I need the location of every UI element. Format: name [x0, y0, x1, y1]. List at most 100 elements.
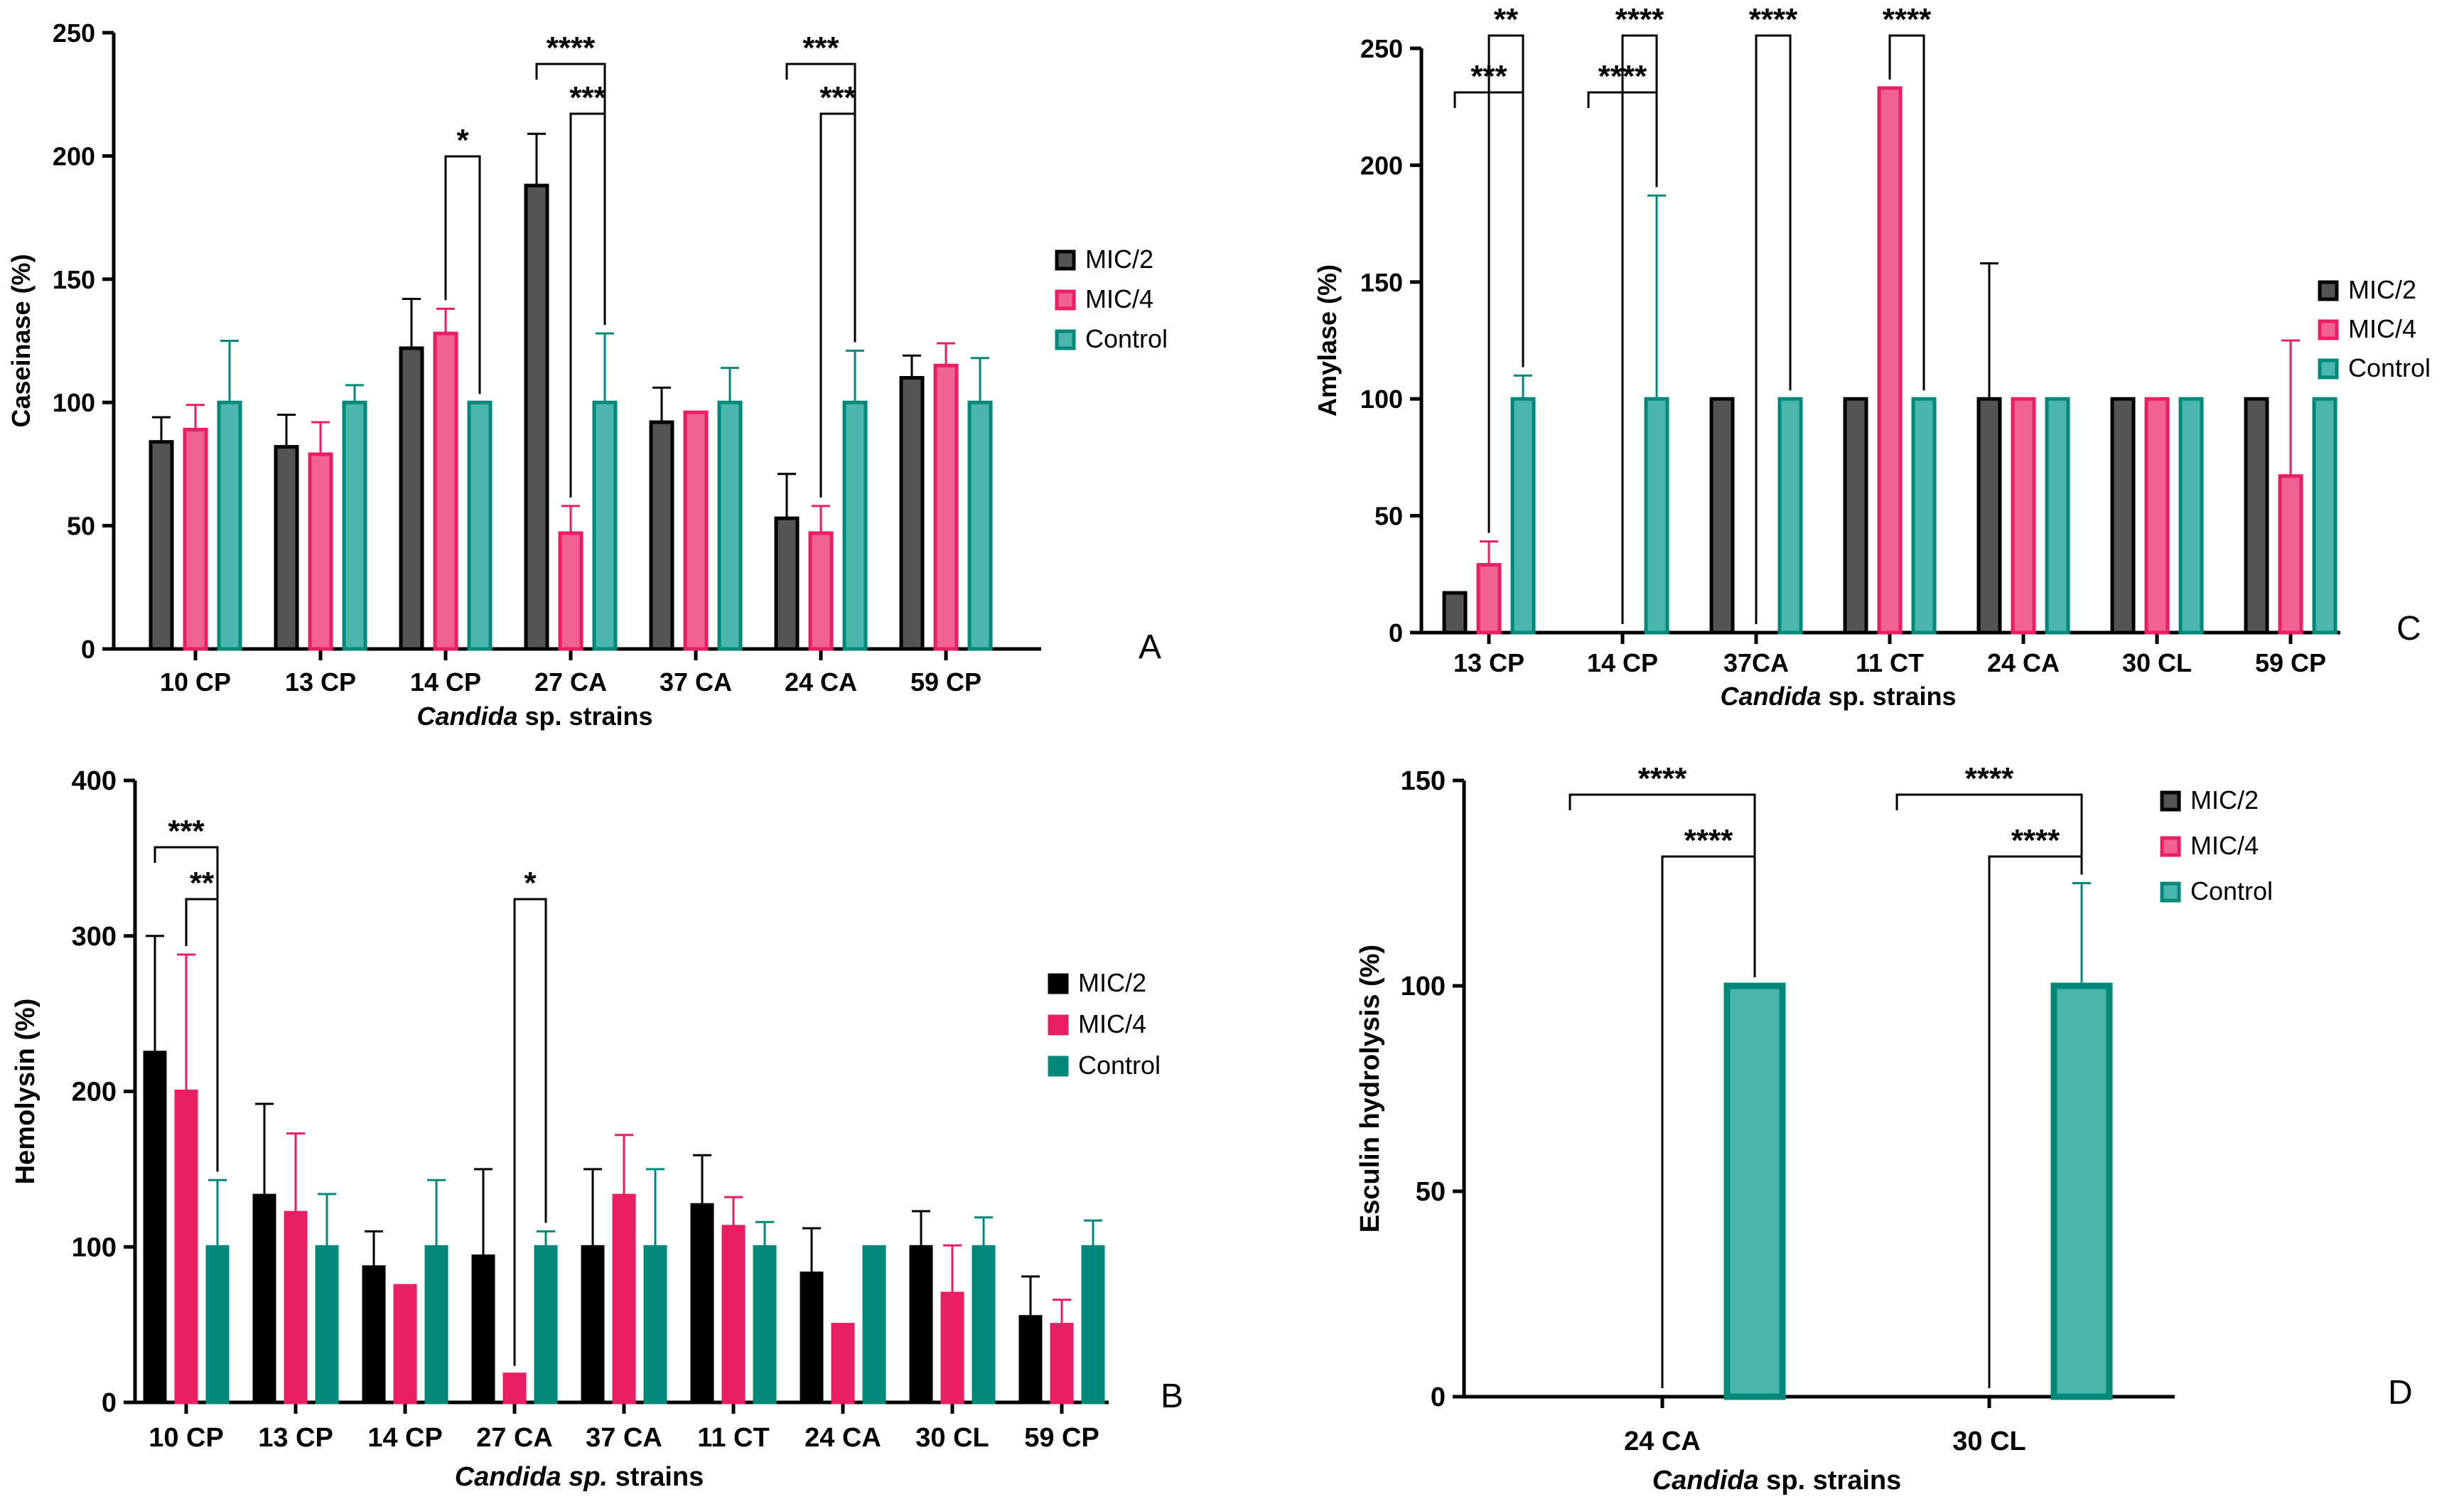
- bar-control: [972, 1245, 996, 1405]
- y-tick-label: 100: [1401, 972, 1446, 1001]
- significance-bracket: [1621, 34, 1658, 624]
- significance-label: ****: [1965, 761, 2014, 796]
- category-label: 11 CT: [1856, 648, 1924, 677]
- x-axis-title-italic: Candida sp.: [455, 1462, 608, 1492]
- bar-mic-4: [183, 427, 208, 651]
- significance-bracket: [569, 112, 606, 498]
- bar-mic-4: [721, 1225, 746, 1405]
- y-axis-title: Amylase (%): [1313, 264, 1342, 417]
- bar-mic-2: [143, 1051, 167, 1405]
- bar-control: [1510, 397, 1536, 635]
- x-axis-title: Candida sp. strains: [416, 702, 652, 731]
- category-label: 10 CP: [160, 667, 231, 697]
- category-label: 59 CP: [1024, 1423, 1099, 1453]
- legend-swatch: [2160, 881, 2181, 903]
- bar-mic-4: [831, 1323, 855, 1405]
- legend-swatch: [1055, 249, 1076, 271]
- category-label: 30 CL: [1952, 1427, 2025, 1456]
- significance-bracket: [1888, 34, 1925, 391]
- category-label: 24 CA: [1987, 648, 2060, 677]
- category-label: 11 CT: [697, 1423, 769, 1453]
- bar-mic-4: [683, 410, 709, 651]
- category-label: 37CA: [1723, 648, 1789, 677]
- bar-control: [2050, 982, 2113, 1400]
- y-tick-label: 250: [53, 18, 95, 48]
- legend-swatch: [2318, 280, 2339, 301]
- bar-mic-2: [252, 1193, 276, 1405]
- x-axis-title-rest: strains: [608, 1462, 704, 1492]
- bar-mic-4: [940, 1291, 964, 1405]
- legend-swatch: [2318, 358, 2339, 380]
- bar-mic-4: [1476, 563, 1502, 635]
- bar-control: [342, 400, 367, 651]
- bar-mic-2: [774, 516, 800, 651]
- category-label: 13 CP: [258, 1423, 333, 1453]
- legend-swatch: [2160, 836, 2181, 857]
- bar-mic-4: [393, 1284, 417, 1405]
- bar-control: [842, 400, 868, 651]
- bar-control: [1644, 397, 1669, 635]
- y-tick-label: 150: [53, 265, 95, 294]
- y-axis-title: Caseinase (%): [6, 254, 36, 427]
- bar-mic-2: [1709, 397, 1735, 635]
- bar-mic-2: [2110, 397, 2136, 635]
- legend-label: Control: [2348, 353, 2431, 382]
- legend-label: Control: [1085, 324, 1168, 353]
- category-label: 59 CP: [910, 667, 981, 697]
- legend-swatch: [1048, 1014, 1069, 1036]
- significance-label: ****: [1638, 761, 1687, 796]
- bar-control: [205, 1245, 230, 1405]
- bar-mic-2: [362, 1265, 386, 1405]
- bar-mic-4: [808, 531, 834, 651]
- bar-control: [467, 400, 493, 651]
- bar-control: [2178, 397, 2204, 635]
- bar-mic-2: [1442, 591, 1468, 635]
- y-tick-label: 50: [67, 512, 95, 541]
- bar-control: [967, 400, 993, 651]
- bar-mic-4: [433, 331, 458, 651]
- bar-mic-2: [399, 346, 424, 651]
- significance-label: ***: [168, 814, 205, 849]
- bar-control: [862, 1245, 886, 1405]
- category-label: 14 CP: [367, 1423, 443, 1453]
- legend-swatch: [1055, 329, 1076, 350]
- bar-mic-4: [612, 1193, 636, 1405]
- bar-control: [2045, 397, 2070, 635]
- category-label: 13 CP: [285, 667, 356, 697]
- significance-bracket: [1661, 855, 1756, 1388]
- bar-mic-2: [899, 376, 925, 651]
- y-tick-label: 100: [53, 388, 95, 417]
- y-tick-label: 150: [1401, 766, 1446, 796]
- significance-bracket: [1895, 793, 2083, 875]
- y-tick-label: 200: [53, 141, 95, 171]
- bar-control: [1723, 982, 1786, 1400]
- y-tick-label: 150: [1360, 268, 1403, 297]
- category-label: 59 CP: [2255, 648, 2326, 677]
- legend-label: MIC/4: [2348, 314, 2416, 343]
- y-tick-label: 50: [1416, 1177, 1446, 1207]
- significance-label: *: [524, 866, 537, 901]
- legend-label: Control: [1078, 1051, 1161, 1080]
- legend-label: Control: [2190, 876, 2273, 906]
- y-tick-label: 100: [72, 1233, 117, 1262]
- significance-label: **: [1494, 2, 1519, 37]
- significance-bracket: [819, 112, 856, 498]
- x-axis-title-rest: sp. strains: [1821, 682, 1956, 711]
- y-tick-label: 200: [1360, 151, 1403, 180]
- bar-control: [1777, 397, 1803, 635]
- bar-mic-4: [1050, 1323, 1074, 1405]
- bar-control: [2312, 397, 2337, 635]
- bar-control: [1081, 1245, 1105, 1405]
- panel-a-caseinase-chart: 0 50 100 150 200 250 Caseinase (%) 10 CP 13 CP 14…: [6, 18, 1168, 731]
- significance-label: ***: [819, 80, 856, 115]
- bar-mic-4: [502, 1373, 527, 1405]
- category-label: 14 CP: [1587, 648, 1658, 677]
- x-axis-title-rest: sp. strains: [1759, 1466, 1902, 1495]
- legend-swatch: [2160, 790, 2181, 812]
- significance-bracket: [444, 155, 481, 394]
- legend-label: MIC/2: [1085, 245, 1153, 274]
- significance-bracket: [1755, 34, 1792, 624]
- category-label: 24 CA: [785, 667, 857, 697]
- x-axis-title-italic: Candida: [416, 702, 517, 731]
